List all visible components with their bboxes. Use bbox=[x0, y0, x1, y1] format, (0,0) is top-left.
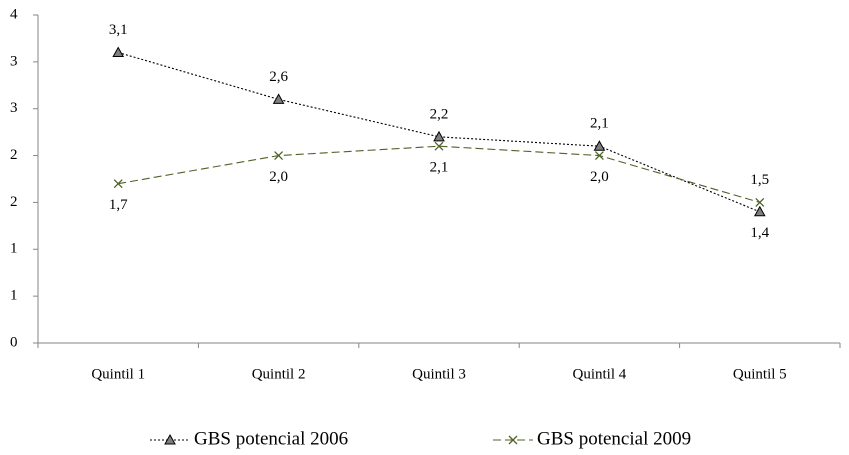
y-tick-label: 1 bbox=[10, 241, 18, 257]
marker bbox=[433, 130, 445, 142]
marker bbox=[755, 197, 765, 207]
marker bbox=[753, 205, 766, 217]
data-label: 1,4 bbox=[750, 225, 769, 241]
marker bbox=[112, 46, 125, 57]
legend-label: GBS potencial 2006 bbox=[194, 428, 348, 449]
data-label: 2,6 bbox=[269, 69, 288, 85]
marker bbox=[164, 433, 176, 445]
marker bbox=[508, 435, 518, 445]
y-tick-label: 3 bbox=[10, 100, 18, 116]
y-tick-label: 0 bbox=[10, 334, 18, 350]
x-tick-label: Quintil 1 bbox=[91, 366, 145, 382]
data-label: 2,0 bbox=[590, 169, 609, 185]
y-tick-label: 2 bbox=[10, 194, 18, 210]
marker bbox=[594, 151, 604, 161]
legend-label: GBS potencial 2009 bbox=[537, 428, 691, 449]
data-label: 2,2 bbox=[430, 106, 449, 122]
data-label: 2,0 bbox=[269, 169, 288, 185]
data-label: 3,1 bbox=[109, 22, 128, 38]
y-tick-label: 2 bbox=[10, 147, 18, 163]
y-tick-label: 1 bbox=[10, 288, 18, 304]
marker bbox=[434, 141, 444, 151]
y-tick-label: 3 bbox=[10, 53, 18, 69]
x-tick-label: Quintil 4 bbox=[573, 366, 627, 382]
series-line bbox=[118, 145, 760, 203]
marker bbox=[593, 140, 606, 151]
x-tick-label: Quintil 2 bbox=[252, 366, 306, 382]
data-label: 1,7 bbox=[109, 197, 128, 213]
data-label: 1,5 bbox=[750, 172, 769, 188]
x-tick-label: Quintil 3 bbox=[412, 366, 466, 382]
y-tick-label: 4 bbox=[10, 6, 18, 22]
marker bbox=[272, 93, 285, 104]
x-tick-label: Quintil 5 bbox=[733, 366, 787, 382]
data-label: 2,1 bbox=[430, 160, 449, 176]
data-label: 2,1 bbox=[590, 116, 609, 132]
marker bbox=[274, 151, 284, 161]
marker bbox=[113, 179, 123, 189]
